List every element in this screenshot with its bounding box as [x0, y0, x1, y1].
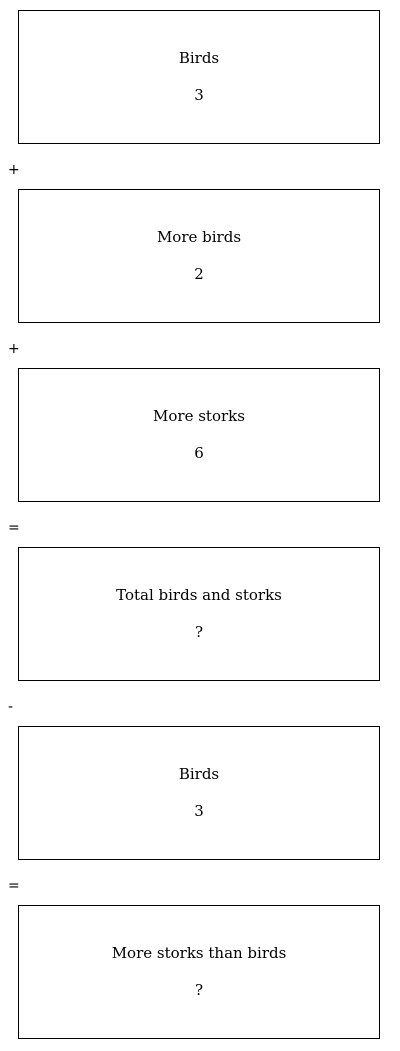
step-label: More storks [153, 407, 245, 425]
operator-plus: + [8, 341, 20, 357]
step-box-total-birds-and-storks: Total birds and storks ? [18, 547, 380, 681]
step-value: ? [194, 981, 204, 999]
step-value: 3 [194, 802, 204, 820]
operator-equals: = [8, 520, 20, 536]
operator-equals: = [8, 878, 20, 894]
step-box-more-storks: More storks 6 [18, 368, 380, 502]
operator-plus: + [8, 162, 20, 178]
step-box-birds: Birds 3 [18, 726, 380, 860]
step-value: 3 [194, 86, 204, 104]
step-label: Birds [178, 765, 220, 783]
step-label: More birds [156, 228, 242, 246]
step-label: Total birds and storks [116, 586, 282, 604]
step-box-birds: Birds 3 [18, 10, 380, 144]
step-label: More storks than birds [111, 944, 287, 962]
step-value: 6 [194, 444, 204, 462]
step-box-more-birds: More birds 2 [18, 189, 380, 323]
step-value: ? [194, 623, 204, 641]
step-value: 2 [194, 265, 204, 283]
step-box-more-storks-than-birds: More storks than birds ? [18, 905, 380, 1039]
step-label: Birds [178, 49, 220, 67]
operator-minus: - [8, 699, 14, 715]
